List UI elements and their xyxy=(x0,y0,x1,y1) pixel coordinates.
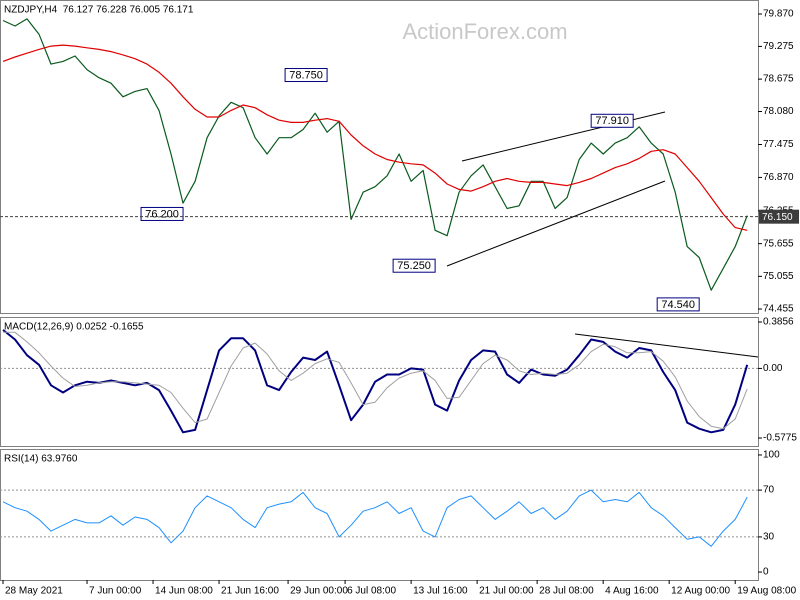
y-tick-label: 74.455 xyxy=(763,304,794,315)
y-tick-label: 78.675 xyxy=(763,74,794,85)
panel-frame xyxy=(0,317,759,447)
x-tick-label: 12 Aug 00:00 xyxy=(671,586,730,597)
x-tick-label: 6 Jul 08:00 xyxy=(347,586,396,597)
trendline xyxy=(446,180,666,267)
panel-frame xyxy=(0,449,759,581)
x-tick-label: 7 Jun 00:00 xyxy=(89,586,142,597)
panel-title: RSI(14) 63.9760 xyxy=(4,454,78,465)
x-tick-label: 21 Jun 16:00 xyxy=(221,586,279,597)
y-tick-label: 75.055 xyxy=(763,271,794,282)
price-label: 78.750 xyxy=(289,69,323,81)
y-tick-label: 76.870 xyxy=(763,172,794,183)
watermark: ActionForex.com xyxy=(402,19,567,44)
y-tick-label: 70 xyxy=(763,485,775,496)
series-line xyxy=(3,331,748,430)
price-label: 74.540 xyxy=(661,299,695,311)
x-tick-label: 21 Jul 00:00 xyxy=(479,586,534,597)
x-tick-label: 28 May 2021 xyxy=(5,586,63,597)
y-tick-label: 0 xyxy=(763,567,769,578)
price-label: 76.200 xyxy=(145,208,179,220)
series-line xyxy=(2,329,749,434)
y-tick-label: 75.655 xyxy=(763,238,794,249)
trendline xyxy=(574,333,759,358)
price-label-box xyxy=(284,68,328,83)
price-label-box xyxy=(140,206,184,221)
series-line xyxy=(2,18,748,291)
y-tick-label: -0.5775 xyxy=(763,433,797,444)
price-label-box xyxy=(656,297,700,312)
y-tick-label: 0.3856 xyxy=(763,317,794,328)
y-tick-label: 78.080 xyxy=(763,106,794,117)
series-line xyxy=(2,489,748,547)
x-tick-label: 29 Jun 00:00 xyxy=(290,586,348,597)
y-tick-label: 79.870 xyxy=(763,9,794,20)
y-tick-label: 77.475 xyxy=(763,139,794,150)
price-label: 75.250 xyxy=(397,260,431,272)
panel-frame xyxy=(0,0,759,314)
x-tick-label: 19 Aug 08:00 xyxy=(737,586,796,597)
last-price-label: 76.150 xyxy=(762,212,793,223)
y-tick-label: 0.00 xyxy=(763,363,783,374)
x-tick-label: 28 Jul 08:00 xyxy=(539,586,594,597)
y-tick-label: 100 xyxy=(763,450,780,461)
x-tick-label: 14 Jun 08:00 xyxy=(155,586,213,597)
panel-title: MACD(12,26,9) 0.0252 -0.1655 xyxy=(4,322,144,333)
price-label: 77.910 xyxy=(595,115,629,127)
price-label-box xyxy=(392,258,436,273)
x-tick-label: 4 Aug 16:00 xyxy=(605,586,659,597)
x-tick-label: 13 Jul 16:00 xyxy=(413,586,468,597)
price-label-box xyxy=(590,113,634,128)
y-tick-label: 30 xyxy=(763,532,775,543)
y-tick-label: 79.275 xyxy=(763,41,794,52)
panel-title: NZDJPY,H4 76.127 76.228 76.005 76.171 xyxy=(4,5,194,16)
last-price-box xyxy=(759,209,799,224)
series-line xyxy=(2,44,748,231)
